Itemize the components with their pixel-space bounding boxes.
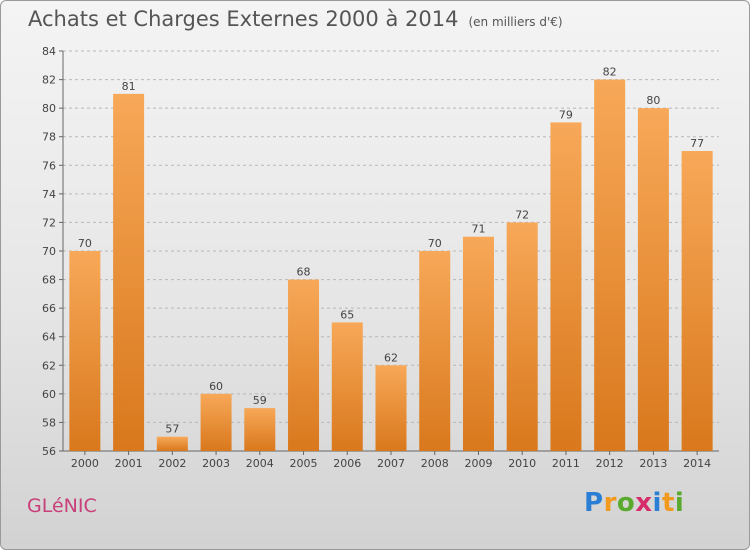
- y-tick-label: 76: [42, 159, 56, 172]
- bar: [156, 436, 188, 451]
- data-label: 82: [603, 66, 617, 79]
- bar: [331, 322, 363, 451]
- x-tick-label: 2006: [333, 457, 361, 470]
- y-tick-label: 72: [42, 216, 56, 229]
- y-tick-label: 64: [42, 331, 56, 344]
- data-label: 71: [471, 223, 485, 236]
- x-tick-label: 2003: [202, 457, 230, 470]
- y-tick-label: 66: [42, 302, 56, 315]
- bar: [288, 279, 320, 451]
- y-tick-label: 84: [42, 45, 56, 58]
- x-tick-label: 2012: [596, 457, 624, 470]
- bar: [594, 79, 626, 452]
- y-tick-label: 60: [42, 388, 56, 401]
- x-tick-label: 2013: [639, 457, 667, 470]
- x-tick-label: 2010: [508, 457, 536, 470]
- y-tick-label: 58: [42, 416, 56, 429]
- bar: [462, 236, 494, 451]
- chart-title-block: Achats et Charges Externes 2000 à 2014 (e…: [28, 7, 563, 31]
- bar: [681, 151, 713, 451]
- logo-letter: r: [603, 488, 617, 518]
- logo-letter: o: [616, 488, 636, 518]
- logo-letter: i: [674, 488, 685, 518]
- y-tick-label: 62: [42, 359, 56, 372]
- y-tick-label: 80: [42, 102, 56, 115]
- x-tick-label: 2001: [115, 457, 143, 470]
- y-tick-label: 82: [42, 74, 56, 87]
- y-tick-label: 56: [42, 445, 56, 458]
- x-tick-label: 2007: [377, 457, 405, 470]
- bar: [69, 251, 101, 451]
- data-label: 72: [515, 208, 529, 221]
- bar: [506, 222, 538, 451]
- x-tick-label: 2009: [464, 457, 492, 470]
- chart-unit: (en milliers d'€): [468, 15, 563, 29]
- data-label: 81: [122, 80, 136, 93]
- data-labels: 70 81 57 60 59 68 65 62 70 71 72 79 82 80 77: [78, 66, 704, 436]
- y-tick-label: 70: [42, 245, 56, 258]
- data-label: 80: [646, 94, 660, 107]
- y-tick-label: 78: [42, 131, 56, 144]
- bars: [69, 79, 713, 452]
- bar: [375, 365, 407, 451]
- x-tick-label: 2008: [421, 457, 449, 470]
- logo-letter: i: [652, 488, 662, 518]
- bar: [200, 393, 232, 451]
- proxiti-logo: Proxiti: [584, 488, 684, 518]
- logo-letter: t: [661, 488, 675, 518]
- x-tick-label: 2005: [290, 457, 318, 470]
- bar: [550, 122, 582, 451]
- x-tick-label: 2004: [246, 457, 274, 470]
- data-label: 57: [165, 423, 179, 436]
- data-label: 68: [297, 266, 311, 279]
- x-tick-label: 2000: [71, 457, 99, 470]
- y-tick-label: 68: [42, 274, 56, 287]
- data-label: 77: [690, 137, 704, 150]
- x-tick-label: 2011: [552, 457, 580, 470]
- logo-letter: x: [635, 488, 653, 518]
- y-tick-label: 74: [42, 188, 56, 201]
- commune-name: GLéNIC: [27, 495, 97, 517]
- data-label: 60: [209, 380, 223, 393]
- data-label: 70: [428, 237, 442, 250]
- logo-letter: P: [584, 488, 604, 518]
- x-tick-label: 2002: [158, 457, 186, 470]
- bar: [113, 93, 145, 451]
- bar: [637, 108, 669, 452]
- data-label: 70: [78, 237, 92, 250]
- data-label: 62: [384, 351, 398, 364]
- data-label: 59: [253, 394, 267, 407]
- bar: [419, 251, 451, 451]
- chart-title: Achats et Charges Externes 2000 à 2014: [28, 7, 459, 31]
- data-label: 79: [559, 108, 573, 121]
- data-label: 65: [340, 308, 354, 321]
- bar: [244, 408, 276, 451]
- x-tick-label: 2014: [683, 457, 711, 470]
